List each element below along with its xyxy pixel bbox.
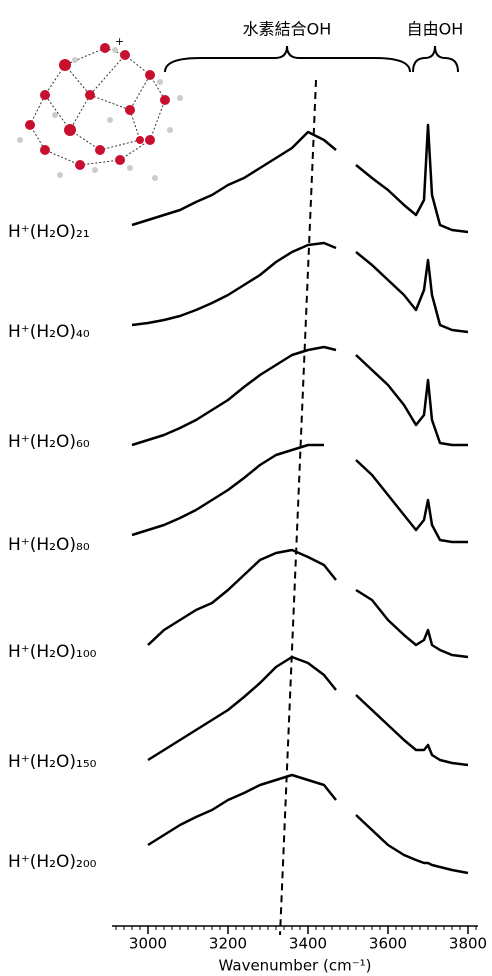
x-tick-label: 3400 <box>289 935 327 953</box>
annotation-label: 自由OH <box>407 20 464 39</box>
molecule-atoms <box>17 43 183 181</box>
annotation-label: 水素結合OH <box>243 20 332 39</box>
series-label: H⁺(H₂O)₁₅₀ <box>8 752 97 772</box>
x-tick-label: 3000 <box>129 935 167 953</box>
spectrum-line <box>131 345 468 447</box>
bracket <box>164 45 411 73</box>
spectrum-line <box>147 548 469 659</box>
x-tick-label: 3800 <box>449 935 487 953</box>
series-label: H⁺(H₂O)₆₀ <box>8 432 90 452</box>
peak-shift-line <box>279 79 317 936</box>
spectrum-line <box>147 655 469 767</box>
series-label: H⁺(H₂O)₁₀₀ <box>8 642 97 662</box>
spectrum-line <box>147 773 469 875</box>
series-label: H⁺(H₂O)₂₀₀ <box>8 852 97 872</box>
charge-label: + <box>115 35 124 48</box>
spectrum-line <box>131 123 469 234</box>
x-tick-label: 3600 <box>369 935 407 953</box>
x-tick-label: 3200 <box>209 935 247 953</box>
series-label: H⁺(H₂O)₂₁ <box>8 222 90 242</box>
bracket <box>412 45 459 73</box>
spectrum-line <box>131 443 468 544</box>
x-axis-title: Wavenumber (cm⁻¹) <box>219 957 372 975</box>
series-label: H⁺(H₂O)₈₀ <box>8 535 90 555</box>
spectrum-line <box>131 241 469 334</box>
series-label: H⁺(H₂O)₄₀ <box>8 322 90 342</box>
